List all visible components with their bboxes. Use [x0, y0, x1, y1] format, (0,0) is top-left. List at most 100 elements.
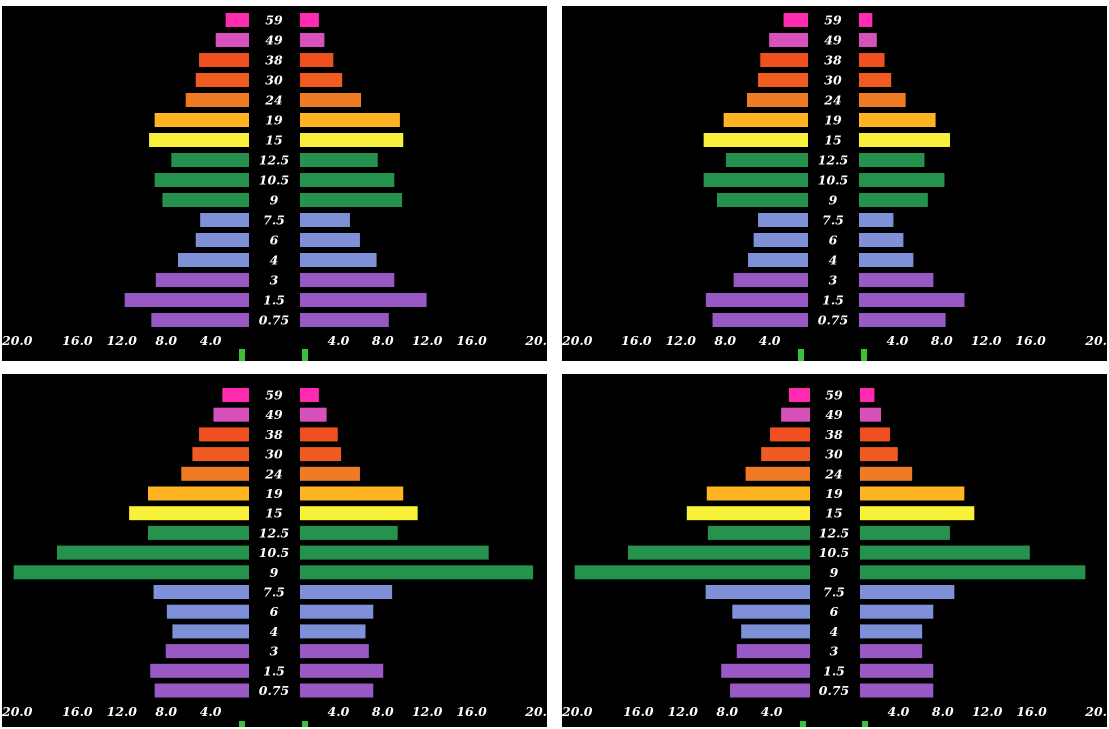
- bar-left-3: [155, 273, 249, 287]
- category-label: 7.5: [823, 585, 845, 600]
- bar-left-0.75: [712, 313, 808, 327]
- x-tick-label: 4.0: [200, 704, 222, 719]
- x-tick-label: 16.0: [623, 704, 654, 719]
- x-tick-label: 4.0: [761, 704, 783, 719]
- bar-left-7.5: [200, 213, 249, 227]
- x-tick-labels: 20.0 16.0 12.0 8.0 4.0 4.0 8.0 12.0 16.0 20.: [2, 333, 547, 348]
- x-tick-label: 20.: [1084, 333, 1107, 348]
- category-label: 9: [270, 565, 279, 580]
- bar-right-6: [300, 233, 360, 247]
- x-tick-label: 16.0: [62, 704, 93, 719]
- bar-right-0.75: [859, 313, 946, 327]
- category-label: 59: [824, 13, 842, 28]
- category-label: 38: [824, 53, 842, 68]
- bar-left-49: [215, 33, 249, 47]
- category-label: 59: [265, 13, 283, 28]
- x-tick-label: 16.0: [1015, 333, 1046, 348]
- bar-left-49: [781, 407, 810, 422]
- category-label: 59: [825, 388, 843, 403]
- category-label: 1.5: [263, 663, 285, 678]
- category-label: 7.5: [263, 213, 285, 228]
- bar-left-3: [733, 273, 808, 287]
- category-label: 10.5: [818, 173, 848, 188]
- bar-left-1.5: [705, 293, 808, 307]
- x-tick-label: 16.0: [456, 704, 487, 719]
- bar-left-12.5: [725, 153, 808, 167]
- x-tick-label: 16.0: [1016, 704, 1047, 719]
- category-label: 12.5: [818, 153, 848, 168]
- bar-right-3: [300, 273, 395, 287]
- category-label: 10.5: [819, 545, 849, 560]
- bar-left-15: [129, 506, 249, 521]
- pyramid-chart-svg: 59 49 38 30 24 19 15 12.5 10.5 9 7.5 6 4 3 1.5 0.75 20.0…: [562, 13, 1107, 361]
- category-label: 4: [830, 624, 839, 639]
- bar-right-10.5: [300, 173, 395, 187]
- category-labels: 59 49 38 30 24 19 15 12.5 10.5 9 7.5 6 4 3 1.5 0.75: [259, 388, 289, 699]
- category-label: 19: [825, 486, 843, 501]
- bar-left-0.75: [151, 313, 249, 327]
- bar-left-9: [574, 565, 810, 580]
- x-tick-label: 4.0: [887, 333, 909, 348]
- category-label: 38: [265, 427, 283, 442]
- category-label: 1.5: [823, 663, 845, 678]
- category-labels: 59 49 38 30 24 19 15 12.5 10.5 9 7.5 6 4 3 1.5 0.75: [819, 388, 849, 699]
- category-label: 15: [265, 506, 282, 521]
- category-label: 49: [265, 407, 283, 422]
- bar-right-9: [300, 565, 534, 580]
- bar-left-30: [195, 73, 249, 87]
- bar-right-19: [300, 486, 404, 501]
- bar-right-1.5: [300, 663, 384, 678]
- x-tick-label: 12.0: [972, 704, 1003, 719]
- x-tick-label: 20.0: [2, 704, 33, 719]
- bar-right-49: [859, 33, 877, 47]
- category-labels: 59 49 38 30 24 19 15 12.5 10.5 9 7.5 6 4 3 1.5 0.75: [259, 13, 289, 328]
- category-label: 19: [265, 113, 283, 128]
- x-tick-label: 4.0: [328, 333, 350, 348]
- bar-left-59: [788, 388, 810, 402]
- bar-left-59: [225, 13, 249, 27]
- bar-right-49: [860, 407, 882, 422]
- bar-right-3: [300, 644, 369, 659]
- bar-left-3: [736, 644, 810, 659]
- x-tick-labels: 20.0 16.0 12.0 8.0 4.0 4.0 8.0 12.0 16.0 20.: [562, 333, 1107, 348]
- bar-right-12.5: [300, 525, 398, 540]
- category-label: 9: [829, 193, 838, 208]
- category-label: 49: [824, 33, 842, 48]
- category-label: 15: [824, 133, 841, 148]
- x-tick-label: 8.0: [155, 333, 177, 348]
- bar-left-15: [703, 133, 808, 147]
- bar-left-38: [760, 53, 808, 67]
- bar-right-38: [860, 427, 890, 442]
- bar-left-30: [761, 447, 810, 462]
- bar-right-15: [300, 506, 418, 521]
- x-tick-label: 8.0: [716, 704, 738, 719]
- bar-right-15: [860, 506, 975, 521]
- x-tick-label: 8.0: [372, 704, 394, 719]
- bars-group: [703, 13, 965, 327]
- x-tick-label: 4.0: [200, 333, 222, 348]
- pyramid-chart-svg: 59 49 38 30 24 19 15 12.5 10.5 9 7.5 6 4 3 1.5 0.75 20.0…: [2, 388, 547, 727]
- bar-right-4: [860, 624, 923, 639]
- bar-right-12.5: [300, 153, 378, 167]
- category-label: 30: [265, 73, 283, 88]
- x-tick-label: 12.0: [666, 333, 697, 348]
- category-label: 30: [265, 447, 283, 462]
- bar-right-30: [860, 447, 898, 462]
- bars-group: [574, 388, 1086, 698]
- bar-right-30: [859, 73, 892, 87]
- x-tick-label: 16.0: [62, 333, 93, 348]
- bar-right-4: [859, 253, 914, 267]
- x-tick-label: 4.0: [328, 704, 350, 719]
- category-label: 6: [270, 604, 279, 619]
- bar-left-38: [199, 427, 249, 442]
- bar-left-38: [199, 53, 249, 67]
- bar-right-6: [859, 233, 904, 247]
- bar-right-3: [860, 644, 923, 659]
- category-label: 30: [824, 73, 842, 88]
- category-label: 10.5: [259, 545, 289, 560]
- x-tick-label: 12.0: [412, 704, 443, 719]
- bar-right-10.5: [859, 173, 945, 187]
- bar-right-49: [300, 407, 327, 422]
- bar-left-1.5: [150, 663, 249, 678]
- x-tick-label: 8.0: [155, 704, 177, 719]
